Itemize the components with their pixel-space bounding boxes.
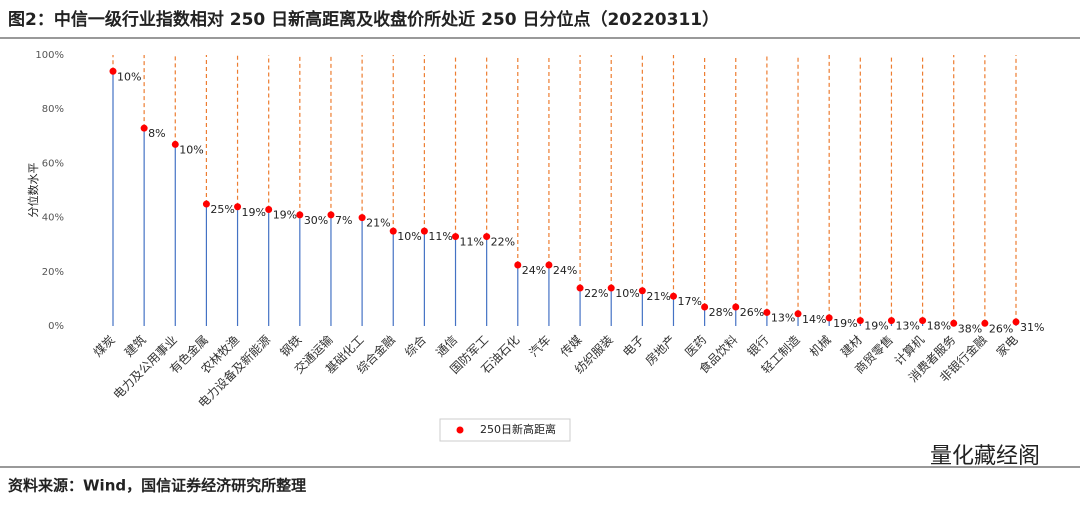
value-label: 17% xyxy=(677,295,701,308)
dot xyxy=(981,319,989,327)
x-tick-label: 综合 xyxy=(401,332,429,360)
value-label: 18% xyxy=(927,320,951,333)
dot xyxy=(514,261,522,269)
y-tick-label: 20% xyxy=(42,267,64,278)
dot xyxy=(732,303,740,311)
x-tick-label: 汽车 xyxy=(526,332,554,360)
watermark: 量化藏经阁 xyxy=(930,444,1040,469)
dot xyxy=(265,205,273,213)
title: 图2：中信一级行业指数相对 250 日新高距离及收盘价所处近 250 日分位点（… xyxy=(8,9,719,30)
value-label: 11% xyxy=(428,230,452,243)
dot xyxy=(794,310,802,318)
dot xyxy=(358,214,366,222)
dot xyxy=(701,303,709,311)
value-label: 10% xyxy=(179,143,203,156)
dot xyxy=(919,317,927,325)
x-tick-label: 电子 xyxy=(620,333,647,360)
value-label: 26% xyxy=(989,322,1013,335)
dot xyxy=(669,292,677,300)
dot xyxy=(545,261,553,269)
x-tick-label: 房地产 xyxy=(642,332,678,368)
y-axis-label: 分位数水平 xyxy=(26,163,40,218)
value-label: 13% xyxy=(895,320,919,333)
value-label: 10% xyxy=(117,70,141,83)
value-label: 11% xyxy=(460,236,484,249)
value-label: 10% xyxy=(397,230,421,243)
value-label: 19% xyxy=(273,208,297,221)
source: 资料来源：Wind，国信证券经济研究所整理 xyxy=(8,477,306,495)
dot xyxy=(825,314,833,322)
value-label: 24% xyxy=(553,264,577,277)
dot xyxy=(1012,318,1020,326)
y-tick-label: 40% xyxy=(42,213,64,224)
dot xyxy=(327,211,335,219)
x-tick-label: 煤炭 xyxy=(91,333,118,360)
value-label: 10% xyxy=(615,287,639,300)
dot xyxy=(887,317,895,325)
y-tick-label: 60% xyxy=(42,158,64,169)
dot xyxy=(234,203,242,211)
y-tick-label: 0% xyxy=(48,321,64,332)
legend-marker xyxy=(456,426,464,434)
dot xyxy=(389,227,397,235)
x-tick-label: 银行 xyxy=(745,333,772,360)
value-label: 28% xyxy=(709,306,733,319)
value-label: 7% xyxy=(335,214,352,227)
y-tick-label: 100% xyxy=(35,50,64,61)
dot xyxy=(202,200,210,208)
value-label: 19% xyxy=(833,317,857,330)
dot xyxy=(452,233,460,241)
x-tick-label: 机械 xyxy=(806,332,834,360)
value-label: 38% xyxy=(958,322,982,335)
value-label: 26% xyxy=(740,306,764,319)
dot xyxy=(483,233,491,241)
value-label: 25% xyxy=(210,203,234,216)
value-label: 14% xyxy=(802,313,826,326)
value-label: 22% xyxy=(584,287,608,300)
dot xyxy=(576,284,584,292)
dot xyxy=(109,67,117,75)
value-label: 24% xyxy=(522,264,546,277)
x-tick-label: 钢铁 xyxy=(278,333,305,360)
legend-label: 250日新高距离 xyxy=(480,422,556,436)
x-tick-label: 医药 xyxy=(682,333,709,360)
x-tick-label: 传媒 xyxy=(557,332,585,360)
x-tick-label: 建筑 xyxy=(121,332,149,360)
dot xyxy=(763,308,771,316)
value-label: 8% xyxy=(148,127,165,140)
value-label: 21% xyxy=(646,290,670,303)
dot xyxy=(140,124,148,132)
value-label: 22% xyxy=(491,236,515,249)
dot xyxy=(607,284,615,292)
x-tick-label: 通信 xyxy=(433,333,460,360)
value-label: 13% xyxy=(771,311,795,324)
y-tick-label: 80% xyxy=(42,104,64,115)
value-label: 31% xyxy=(1020,321,1044,334)
dot xyxy=(856,317,864,325)
x-tick-label: 建材 xyxy=(838,333,865,360)
dot xyxy=(171,140,179,148)
dot xyxy=(950,319,958,327)
dot xyxy=(420,227,428,235)
x-tick-label: 家电 xyxy=(993,332,1021,360)
value-label: 19% xyxy=(864,320,888,333)
dot xyxy=(638,287,646,295)
dot xyxy=(296,211,304,219)
value-label: 19% xyxy=(242,206,266,219)
value-label: 21% xyxy=(366,217,390,230)
value-label: 30% xyxy=(304,214,328,227)
legend xyxy=(439,418,571,442)
